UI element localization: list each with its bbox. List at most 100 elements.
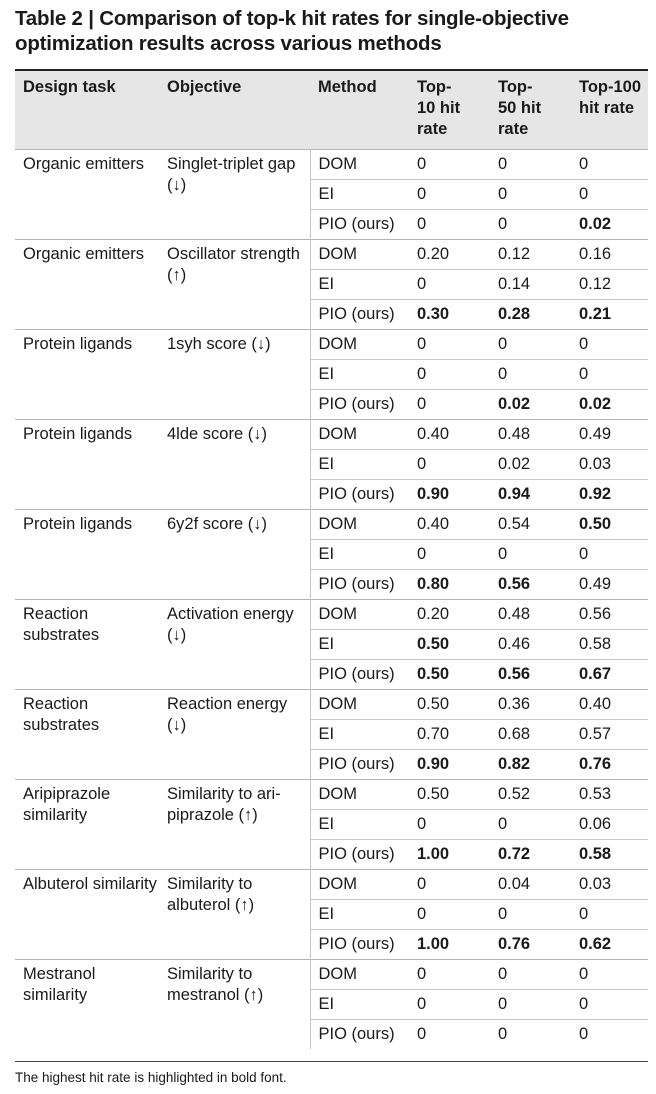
top-100-cell: 0.58: [574, 838, 648, 869]
method-cell: PIO (ours): [309, 298, 412, 329]
top-100-cell: 0.49: [574, 568, 648, 599]
method-cell: DOM: [309, 688, 412, 719]
top-100-cell: 0: [574, 358, 648, 389]
top-50-cell: 0.02: [493, 388, 574, 419]
table-row: EI 0 0 0: [15, 358, 648, 389]
top-50-cell: 0.12: [493, 238, 574, 269]
method-cell: EI: [309, 538, 412, 569]
top-100-cell: 0: [574, 328, 648, 359]
table-title: Table 2 | Comparison of top-k hit rates …: [15, 7, 569, 55]
top-100-cell: 0.02: [574, 388, 648, 419]
method-cell: EI: [309, 718, 412, 749]
method-cell: EI: [309, 358, 412, 389]
table-row: PIO (ours) 0.50 0.56 0.67: [15, 658, 648, 689]
method-cell: DOM: [309, 508, 412, 539]
objective-cell: Similarity to ari-piprazole (↑): [159, 778, 310, 869]
top-50-cell: 0: [493, 1018, 574, 1049]
design-task-cell: Reaction substrates: [15, 598, 159, 689]
method-cell: PIO (ours): [309, 658, 412, 689]
top-10-cell: 0.40: [412, 418, 493, 449]
table-row: EI 0 0 0.06: [15, 808, 648, 839]
design-task-cell: Protein ligands: [15, 328, 159, 419]
objective-cell: Singlet-triplet gap (↓): [159, 148, 310, 239]
method-cell: EI: [309, 808, 412, 839]
method-cell: EI: [309, 988, 412, 1019]
method-cell: DOM: [309, 778, 412, 809]
header-row: Design task Objective Method Top-10 hit …: [15, 71, 648, 149]
table-row: EI 0.50 0.46 0.58: [15, 628, 648, 659]
top-100-cell: 0.67: [574, 658, 648, 689]
method-cell: EI: [309, 268, 412, 299]
table-row: PIO (ours) 0.80 0.56 0.49: [15, 568, 648, 599]
header-top-50: Top-50 hit rate: [498, 78, 542, 138]
method-cell: PIO (ours): [309, 1018, 412, 1049]
top-50-cell: 0.72: [493, 838, 574, 869]
top-10-cell: 0: [412, 868, 493, 899]
top-100-cell: 0: [574, 148, 648, 179]
table-row: Organic emitters Singlet-triplet gap (↓) D…: [15, 148, 648, 239]
table-bottom-rule: [15, 1061, 648, 1062]
top-50-cell: 0.94: [493, 478, 574, 509]
top-50-cell: 0: [493, 808, 574, 839]
table-row: Protein ligands 4lde score (↓) DOM 0.40 0.48…: [15, 418, 648, 509]
design-task-cell: Protein ligands: [15, 508, 159, 599]
top-100-cell: 0.56: [574, 598, 648, 629]
top-100-cell: 0.50: [574, 508, 648, 539]
method-cell: PIO (ours): [309, 928, 412, 959]
top-100-cell: 0.62: [574, 928, 648, 959]
table-row: Mestranol similarity Similarity to mestra…: [15, 958, 648, 1049]
top-100-cell: 0: [574, 898, 648, 929]
method-cell: PIO (ours): [309, 208, 412, 239]
top-10-cell: 0: [412, 208, 493, 239]
method-cell: DOM: [309, 958, 412, 989]
top-100-cell: 0.76: [574, 748, 648, 779]
top-100-cell: 0: [574, 538, 648, 569]
table-row: EI 0 0.02 0.03: [15, 448, 648, 479]
table-row: PIO (ours) 0 0 0.02: [15, 208, 648, 239]
top-50-cell: 0.56: [493, 568, 574, 599]
method-cell: DOM: [309, 868, 412, 899]
top-100-cell: 0.49: [574, 418, 648, 449]
table-row: EI 0.70 0.68 0.57: [15, 718, 648, 749]
top-50-cell: 0: [493, 208, 574, 239]
method-cell: EI: [309, 628, 412, 659]
top-50-cell: 0.82: [493, 748, 574, 779]
top-10-cell: 1.00: [412, 928, 493, 959]
table-row: PIO (ours) 1.00 0.76 0.62: [15, 928, 648, 959]
top-50-cell: 0: [493, 538, 574, 569]
top-100-cell: 0.16: [574, 238, 648, 269]
top-100-cell: 0.58: [574, 628, 648, 659]
method-cell: DOM: [309, 418, 412, 449]
top-10-cell: 0: [412, 988, 493, 1019]
method-cell: EI: [309, 178, 412, 209]
top-100-cell: 0: [574, 958, 648, 989]
top-50-cell: 0.46: [493, 628, 574, 659]
method-cell: EI: [309, 898, 412, 929]
top-50-cell: 0.54: [493, 508, 574, 539]
top-100-cell: 0: [574, 988, 648, 1019]
design-task-cell: Protein ligands: [15, 418, 159, 509]
top-50-cell: 0.14: [493, 268, 574, 299]
method-cell: PIO (ours): [309, 838, 412, 869]
top-100-cell: 0.40: [574, 688, 648, 719]
method-cell: DOM: [309, 148, 412, 179]
method-cell: PIO (ours): [309, 748, 412, 779]
top-10-cell: 0: [412, 358, 493, 389]
header-method: Method: [318, 78, 377, 96]
objective-cell: 6y2f score (↓): [159, 508, 310, 599]
table-row: EI 0 0 0: [15, 988, 648, 1019]
top-10-cell: 0.90: [412, 748, 493, 779]
top-10-cell: 0.70: [412, 718, 493, 749]
header-design-task: Design task: [23, 78, 116, 96]
top-10-cell: 0.50: [412, 688, 493, 719]
table-row: Albuterol similarity Similarity to albute…: [15, 868, 648, 959]
method-cell: DOM: [309, 598, 412, 629]
top-50-cell: 0.36: [493, 688, 574, 719]
design-task-cell: Aripiprazole similarity: [15, 778, 159, 869]
top-50-cell: 0: [493, 148, 574, 179]
header-top-100: Top-100 hit rate: [579, 78, 642, 117]
top-10-cell: 0: [412, 328, 493, 359]
objective-cell: 4lde score (↓): [159, 418, 310, 509]
design-task-cell: Mestranol similarity: [15, 958, 159, 1049]
top-10-cell: 0.30: [412, 298, 493, 329]
